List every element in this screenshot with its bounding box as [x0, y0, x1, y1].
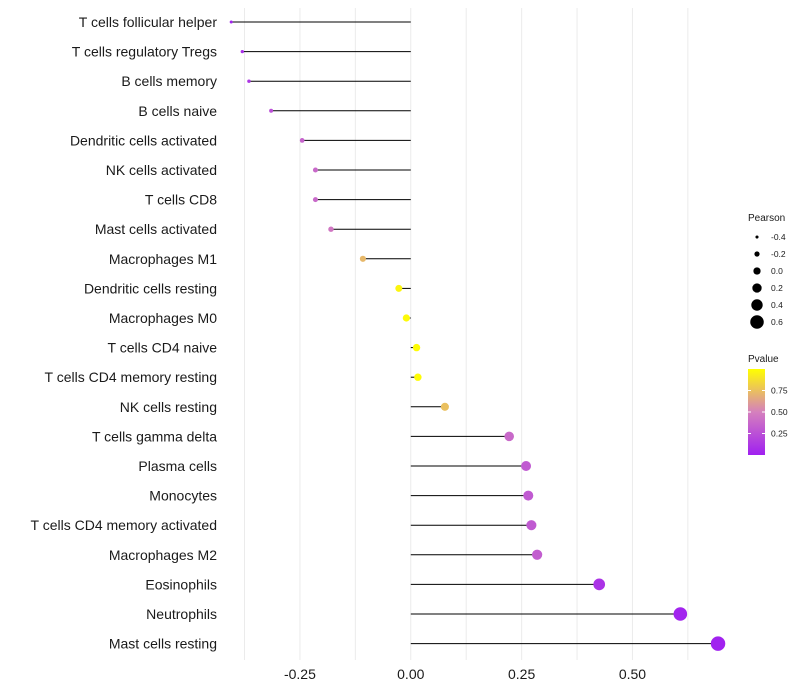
pearson-legend-key [754, 251, 760, 257]
category-label: T cells CD4 naive [108, 340, 218, 356]
x-tick-label: -0.25 [284, 666, 316, 682]
pearson-legend-label: 0.2 [771, 283, 783, 293]
lollipop-point [504, 431, 514, 442]
category-label: Macrophages M0 [109, 310, 217, 326]
stem-layer [231, 21, 719, 645]
pearson-legend-key [751, 299, 763, 311]
category-label: T cells CD4 memory resting [45, 369, 217, 385]
lollipop-point [312, 167, 318, 173]
category-label: Macrophages M1 [109, 251, 217, 267]
lollipop-point [710, 636, 726, 651]
x-tick-label: 0.00 [397, 666, 424, 682]
category-label: Mast cells resting [109, 636, 217, 652]
point-layer [229, 20, 726, 651]
pearson-legend-key [752, 283, 762, 293]
category-label: Dendritic cells activated [70, 132, 217, 148]
x-tick-labels: -0.25 0.00 0.25 0.50 [284, 666, 646, 682]
category-label: T cells CD4 memory activated [31, 517, 217, 533]
lollipop-point [312, 197, 318, 203]
lollipop-point [412, 343, 421, 352]
category-label: Eosinophils [145, 576, 217, 592]
category-label: NK cells activated [106, 162, 217, 178]
pearson-legend-key [753, 267, 761, 275]
lollipop-point [359, 255, 366, 262]
lollipop-point [395, 284, 403, 292]
x-tick-label: 0.50 [619, 666, 646, 682]
lollipop-point [593, 578, 606, 591]
category-label: Dendritic cells resting [84, 280, 217, 296]
pvalue-legend-label: 0.25 [771, 429, 788, 439]
lollipop-point [328, 226, 334, 232]
pearson-legend-label: 0.4 [771, 300, 783, 310]
category-label: T cells CD8 [145, 192, 217, 208]
pvalue-legend-label: 0.50 [771, 407, 788, 417]
lollipop-point [673, 607, 688, 621]
pearson-legend-title: Pearson [748, 213, 785, 224]
lollipop-point [523, 490, 534, 501]
pearson-legend-label: -0.2 [771, 249, 786, 259]
lollipop-point [526, 520, 537, 531]
lollipop-point [532, 549, 543, 560]
lollipop-point [247, 79, 251, 83]
category-label: Neutrophils [146, 606, 217, 622]
lollipop-point [269, 108, 274, 113]
pvalue-legend-title: Pvalue [748, 354, 779, 365]
category-label: B cells naive [138, 103, 217, 119]
category-labels: T cells follicular helper T cells regulat… [31, 14, 218, 652]
pearson-legend-label: 0.0 [771, 266, 783, 276]
lollipop-point [299, 138, 305, 143]
category-label: T cells regulatory Tregs [72, 44, 217, 60]
pvalue-colorbar [748, 369, 765, 455]
lollipop-point [240, 49, 244, 54]
legend: Pearson Pvalue -0.4 -0.2 0.0 0.2 0.4 0.6 0.75 0… [748, 213, 788, 455]
grid-layer [244, 8, 689, 660]
lollipop-point [414, 373, 422, 381]
x-tick-label: 0.25 [508, 666, 535, 682]
category-label: Macrophages M2 [109, 547, 217, 563]
category-label: Monocytes [149, 488, 217, 504]
pvalue-legend-label: 0.75 [771, 386, 788, 396]
category-label: B cells memory [121, 73, 217, 89]
pearson-legend-key [755, 235, 759, 239]
category-label: Mast cells activated [95, 221, 217, 237]
category-label: T cells gamma delta [92, 428, 217, 444]
lollipop-point [402, 314, 410, 322]
lollipop-point [229, 20, 233, 24]
pearson-legend-label: 0.6 [771, 317, 783, 327]
pearson-legend-key [750, 315, 764, 329]
category-label: NK cells resting [120, 399, 217, 415]
category-label: Plasma cells [138, 458, 217, 474]
lollipop-point [521, 461, 532, 471]
lollipop-point [440, 402, 449, 411]
category-label: T cells follicular helper [79, 14, 218, 30]
pearson-legend-label: -0.4 [771, 232, 786, 242]
